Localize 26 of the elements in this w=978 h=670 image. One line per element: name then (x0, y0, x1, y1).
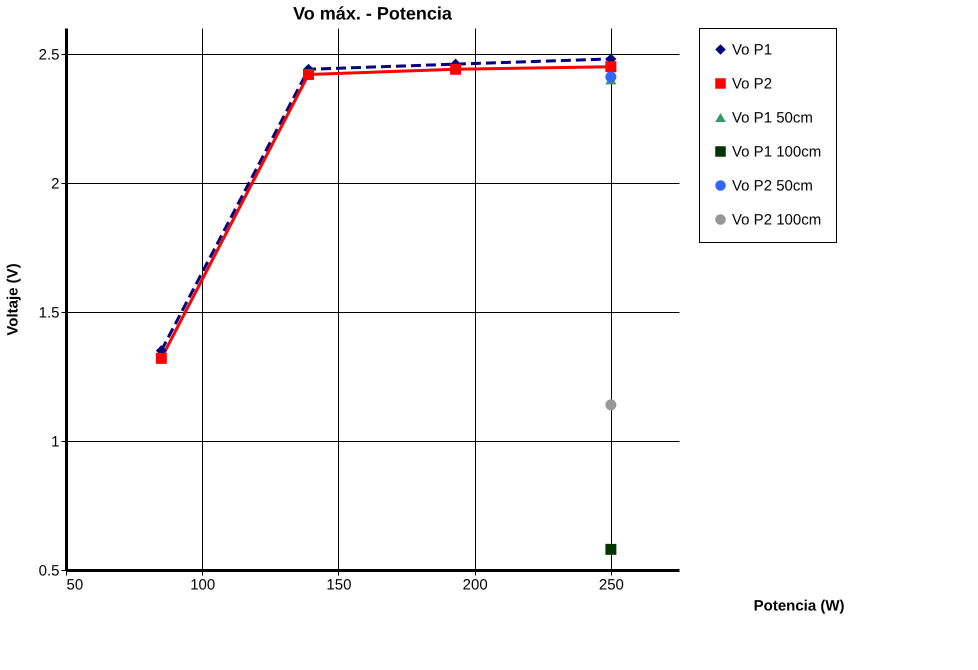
x-tick-label: 200 (462, 576, 488, 594)
x-tick-label: 150 (326, 576, 352, 594)
legend-label: Vo P2 100cm (732, 212, 822, 228)
point (605, 61, 616, 72)
x-axis-title: Potencia (W) (754, 598, 844, 614)
point (605, 399, 616, 410)
point (303, 68, 314, 80)
x-tick-label: 100 (190, 576, 216, 594)
point (605, 72, 616, 83)
y-tick-label: 2.5 (38, 46, 60, 64)
chart-title: Vo máx. - Potencia (293, 4, 453, 24)
legend-label: Vo P1 100cm (732, 144, 822, 160)
point (605, 544, 616, 555)
y-tick-label: 0.5 (38, 562, 60, 580)
legend-label: Vo P2 50cm (732, 178, 813, 194)
point (156, 352, 167, 364)
y-tick-label: 1.5 (38, 304, 60, 322)
point (450, 64, 462, 75)
x-tick-label: 250 (598, 576, 624, 594)
legend-label: Vo P1 50cm (732, 110, 813, 126)
x-tick-label: 50 (66, 576, 84, 594)
y-tick-label: 2 (51, 175, 60, 192)
y-axis-title: Voltaje (V) (4, 263, 22, 336)
y-tick-label: 1 (51, 433, 60, 450)
legend-label: Vo P2 (732, 76, 772, 92)
legend-label: Vo P1 (732, 42, 772, 58)
